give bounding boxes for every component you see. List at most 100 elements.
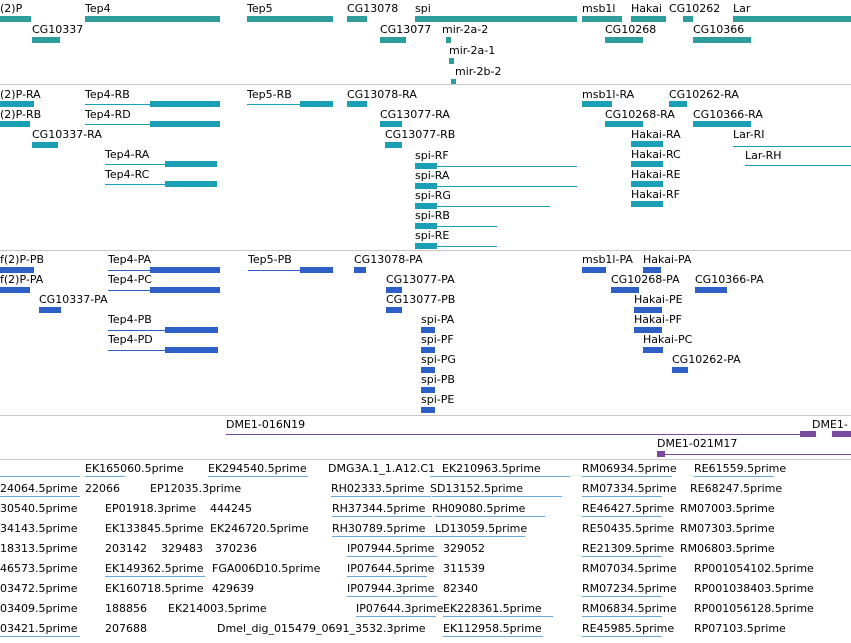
clone-feature[interactable]	[657, 454, 851, 455]
transcript-exons[interactable]	[150, 121, 220, 127]
transcript-exons[interactable]	[300, 101, 333, 107]
protein-label[interactable]: spi-PG	[421, 353, 456, 366]
est-label[interactable]: LD13059.5prime	[435, 522, 528, 535]
est-feature[interactable]	[0, 496, 80, 497]
protein-label[interactable]: Hakai-PF	[634, 313, 682, 326]
transcript-label[interactable]: Hakai-RF	[631, 188, 680, 201]
transcript-label[interactable]: Tep5-RB	[247, 88, 292, 101]
est-label[interactable]: 34143.5prime	[0, 522, 78, 535]
protein-label[interactable]: CG10262-PA	[672, 353, 741, 366]
transcript-feature[interactable]	[669, 101, 687, 107]
est-label[interactable]: RE46427.5prime	[582, 502, 675, 515]
transcript-feature[interactable]	[0, 101, 34, 107]
gene-feature[interactable]	[247, 16, 333, 22]
est-label[interactable]: RH09080.5prime	[432, 502, 526, 515]
protein-feature[interactable]	[421, 347, 435, 353]
protein-feature[interactable]	[248, 270, 333, 271]
transcript-label[interactable]: CG10262-RA	[669, 88, 739, 101]
est-label[interactable]: 30540.5prime	[0, 502, 78, 515]
protein-feature[interactable]	[108, 350, 218, 351]
est-label[interactable]: EP01918.3prime	[105, 502, 197, 515]
transcript-label[interactable]: Hakai-RC	[631, 148, 681, 161]
transcript-feature[interactable]	[385, 142, 402, 148]
est-label[interactable]: EK246720.5prime	[210, 522, 309, 535]
protein-feature[interactable]	[0, 267, 34, 273]
est-label[interactable]: IP07944.5prime	[347, 542, 435, 555]
est-label[interactable]: FGA006D10.5prime	[212, 562, 321, 575]
protein-feature[interactable]	[634, 327, 662, 333]
est-feature[interactable]	[435, 516, 545, 517]
est-label[interactable]: 46573.5prime	[0, 562, 78, 575]
est-feature[interactable]	[0, 476, 80, 477]
est-label[interactable]: 203142	[105, 542, 147, 555]
clone-feature[interactable]	[832, 431, 851, 437]
protein-feature[interactable]	[643, 267, 661, 273]
est-label[interactable]: RE21309.5prime	[582, 542, 675, 555]
est-label[interactable]: EK210963.5prime	[442, 462, 541, 475]
est-feature[interactable]	[694, 476, 774, 477]
gene-label[interactable]: Tep4	[85, 2, 111, 15]
transcript-feature[interactable]	[605, 121, 643, 127]
est-feature[interactable]	[347, 596, 437, 597]
gene-feature[interactable]	[451, 79, 456, 85]
est-label[interactable]: RM06803.5prime	[680, 542, 775, 555]
est-label[interactable]: 22066	[85, 482, 120, 495]
est-label[interactable]: RE68247.5prime	[690, 482, 783, 495]
protein-label[interactable]: Tep5-PB	[248, 253, 292, 266]
gene-feature[interactable]	[32, 37, 60, 43]
transcript-label[interactable]: CG13077-RA	[380, 108, 450, 121]
est-label[interactable]: DMG3A.1_1.A12.C1	[328, 462, 436, 475]
gene-feature[interactable]	[0, 16, 31, 22]
protein-label[interactable]: Tep4-PC	[108, 273, 152, 286]
est-feature[interactable]	[582, 596, 662, 597]
est-feature[interactable]	[356, 616, 436, 617]
transcript-feature[interactable]	[380, 121, 402, 127]
protein-feature[interactable]	[386, 287, 402, 293]
protein-label[interactable]: spi-PE	[421, 393, 455, 406]
transcript-feature[interactable]	[105, 184, 217, 185]
transcript-label[interactable]: Lar-RH	[745, 149, 782, 162]
protein-feature[interactable]	[354, 267, 366, 273]
est-feature[interactable]	[582, 476, 672, 477]
protein-feature[interactable]	[108, 330, 218, 331]
est-feature[interactable]	[582, 636, 662, 637]
transcript-feature[interactable]	[415, 226, 497, 227]
gene-label[interactable]: CG10337	[32, 23, 84, 36]
gene-label[interactable]: Hakai	[631, 2, 662, 15]
est-label[interactable]: RM07303.5prime	[680, 522, 775, 535]
transcript-label[interactable]: Tep4-RD	[85, 108, 131, 121]
est-feature[interactable]	[208, 476, 308, 477]
transcript-label[interactable]: msb1l-RA	[582, 88, 635, 101]
est-label[interactable]: IP07644.3prime	[356, 602, 444, 615]
est-label[interactable]: EK228361.5prime	[443, 602, 542, 615]
transcript-label[interactable]: spi-RG	[415, 189, 451, 202]
protein-feature[interactable]	[672, 367, 688, 373]
protein-label[interactable]: CG13077-PA	[386, 273, 455, 286]
est-label[interactable]: 207688	[105, 622, 147, 635]
transcript-feature[interactable]	[582, 101, 612, 107]
transcript-feature[interactable]	[745, 165, 851, 166]
est-label[interactable]: RM07334.5prime	[582, 482, 677, 495]
protein-feature[interactable]	[643, 347, 663, 353]
transcript-feature[interactable]	[631, 141, 663, 147]
est-label[interactable]: EK149362.5prime	[105, 562, 204, 575]
est-label[interactable]: EP12035.3prime	[150, 482, 242, 495]
est-label[interactable]: RH02333.5prime	[331, 482, 425, 495]
est-label[interactable]: EK133845.5prime	[105, 522, 204, 535]
gene-label[interactable]: CG13078	[347, 2, 399, 15]
est-label[interactable]: RH30789.5prime	[332, 522, 426, 535]
transcript-feature[interactable]	[32, 142, 58, 148]
est-label[interactable]: RE61559.5prime	[694, 462, 787, 475]
protein-feature[interactable]	[0, 287, 30, 293]
transcript-exons[interactable]	[165, 181, 217, 187]
est-feature[interactable]	[347, 576, 427, 577]
est-label[interactable]: 03409.5prime	[0, 602, 78, 615]
protein-label[interactable]: CG10337-PA	[39, 293, 108, 306]
transcript-label[interactable]: CG10366-RA	[693, 108, 763, 121]
transcript-feature[interactable]	[247, 104, 333, 105]
protein-feature[interactable]	[421, 407, 435, 413]
gene-label[interactable]: (2)P	[0, 2, 23, 15]
est-feature[interactable]	[582, 496, 662, 497]
est-label[interactable]: RP001038403.5prime	[694, 582, 814, 595]
